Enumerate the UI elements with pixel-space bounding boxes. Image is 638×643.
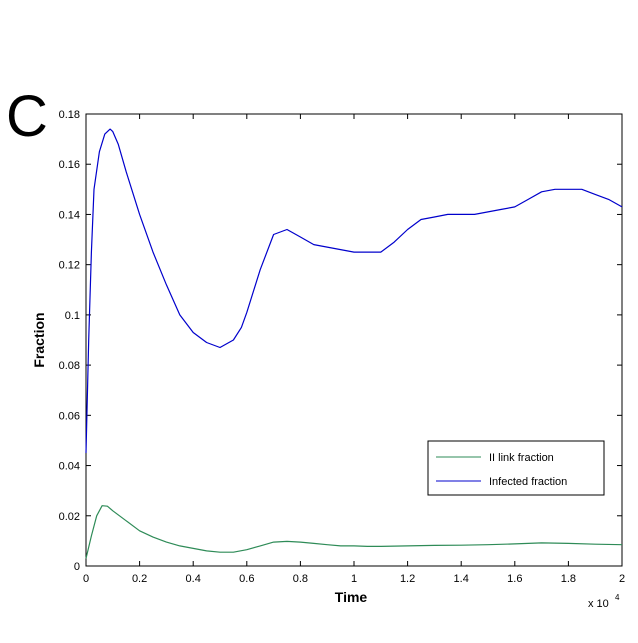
series-layer bbox=[85, 128, 623, 559]
x-tick-label: 0.8 bbox=[293, 573, 308, 585]
y-axis: 0 0.02 0.04 0.06 0.08 0.1 0.12 0.14 0.16 0.18 bbox=[59, 109, 622, 573]
legend-label-ii-link: II link fraction bbox=[489, 452, 554, 464]
y-tick-label: 0.04 bbox=[59, 461, 80, 473]
y-tick-label: 0.02 bbox=[59, 511, 80, 523]
y-tick-label: 0.12 bbox=[59, 260, 80, 272]
x-tick-label: 1.6 bbox=[507, 573, 522, 585]
x-axis-label: Time bbox=[335, 589, 368, 605]
y-tick-label: 0.16 bbox=[59, 159, 80, 171]
legend-label-infected: Infected fraction bbox=[489, 476, 567, 488]
x-tick-label: 1 bbox=[351, 573, 357, 585]
y-tick-label: 0.06 bbox=[59, 410, 80, 422]
y-tick-label: 0.14 bbox=[59, 209, 80, 221]
series-line-infected bbox=[85, 128, 623, 454]
y-tick-label: 0.18 bbox=[59, 109, 80, 121]
x-tick-label: 0.6 bbox=[239, 573, 254, 585]
legend-box bbox=[427, 440, 605, 496]
series-line-ii-link bbox=[85, 505, 623, 559]
x-tick-label: 1.4 bbox=[454, 573, 469, 585]
y-tick-label: 0 bbox=[74, 561, 80, 573]
x-tick-label: 0 bbox=[83, 573, 89, 585]
x-multiplier: x 10 4 bbox=[588, 593, 620, 610]
legend: II link fraction Infected fraction bbox=[427, 440, 605, 496]
x-multiplier-exponent: 4 bbox=[615, 593, 620, 602]
x-tick-label: 0.4 bbox=[186, 573, 201, 585]
x-tick-label: 2 bbox=[619, 573, 625, 585]
y-tick-label: 0.1 bbox=[65, 310, 80, 322]
plot-frame bbox=[85, 113, 623, 567]
y-axis-label: Fraction bbox=[31, 312, 47, 367]
panel-label: C bbox=[6, 84, 48, 149]
x-multiplier-label: x 10 bbox=[588, 598, 609, 610]
x-tick-label: 1.8 bbox=[561, 573, 576, 585]
x-tick-label: 1.2 bbox=[400, 573, 415, 585]
x-tick-label: 0.2 bbox=[132, 573, 147, 585]
x-axis: 0 0.2 0.4 0.6 0.8 1 1.2 1.4 1.6 1.8 2 bbox=[83, 114, 625, 585]
y-tick-label: 0.08 bbox=[59, 360, 80, 372]
